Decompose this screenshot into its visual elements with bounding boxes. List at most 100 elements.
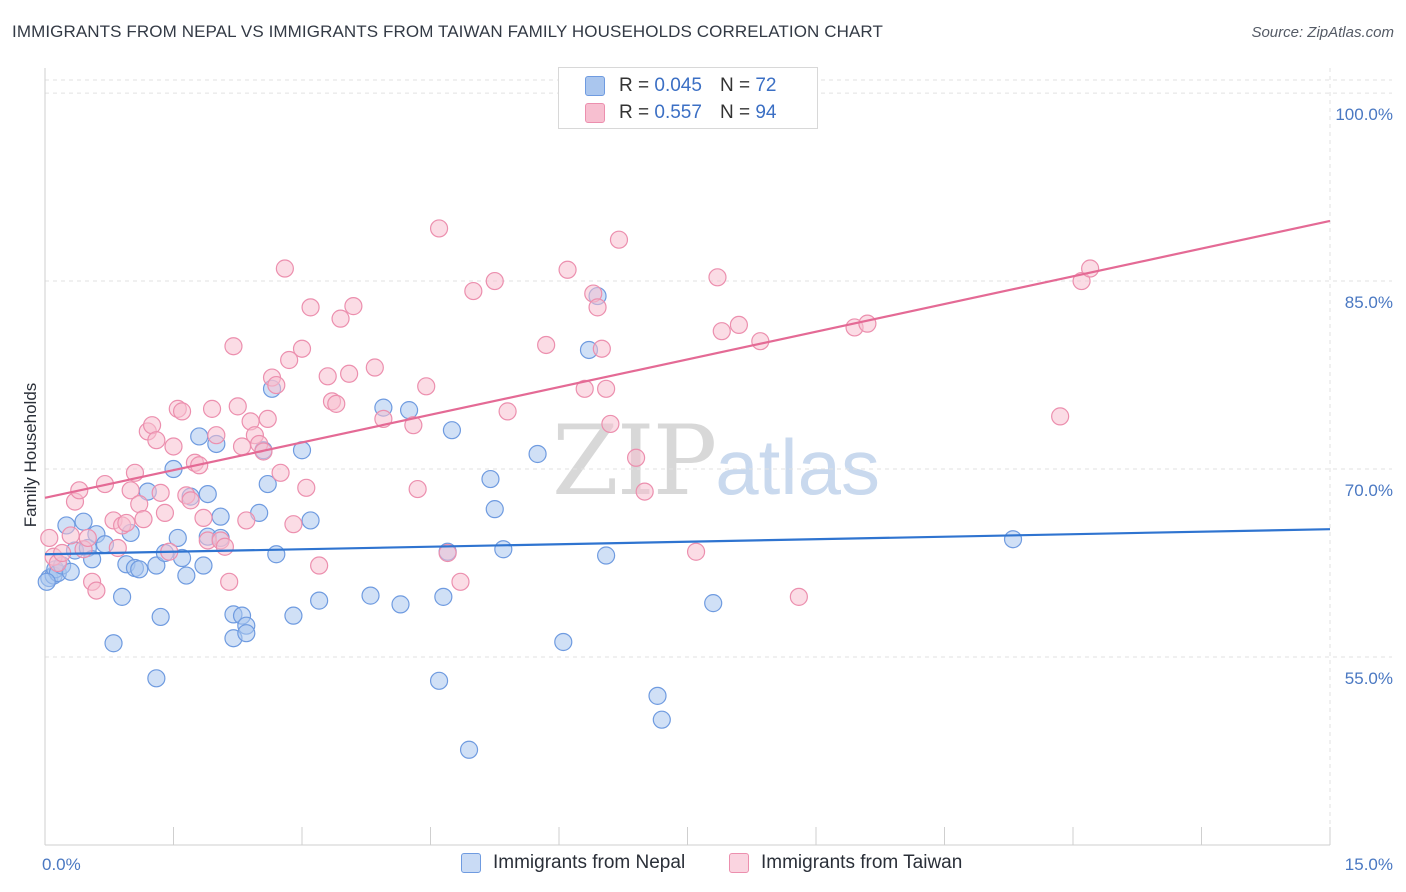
data-point-taiwan (40, 528, 59, 548)
data-point-taiwan (172, 402, 192, 421)
series-legend: Immigrants from Nepal Immigrants from Ta… (0, 852, 1406, 878)
data-point-taiwan (130, 495, 149, 514)
data-point-taiwan (712, 322, 731, 341)
data-point-nepal (494, 540, 513, 559)
trend-lines (44, 219, 1331, 556)
tick-labels: 55.0% 70.0% 85.0% 100.0% 0.0% 15.0% (42, 105, 1393, 874)
legend-swatch-taiwan (585, 103, 605, 123)
data-point-taiwan (464, 281, 483, 301)
series-taiwan-points (40, 219, 1100, 606)
data-point-taiwan (271, 463, 290, 482)
legend-swatch-nepal (461, 853, 481, 873)
data-point-nepal (301, 511, 320, 530)
data-point-taiwan (297, 478, 316, 497)
data-point-taiwan (155, 503, 175, 522)
data-point-taiwan (558, 260, 577, 279)
data-point-nepal (168, 528, 187, 548)
y-tick-label: 85.0% (1345, 293, 1393, 312)
data-point-taiwan (310, 556, 329, 575)
data-point-taiwan (588, 298, 607, 317)
data-point-nepal (194, 556, 213, 575)
x-tick-label: 0.0% (42, 855, 81, 874)
data-point-taiwan (365, 358, 384, 377)
axes (44, 68, 1331, 846)
legend-r-value-nepal: 0.045 (654, 75, 702, 96)
data-point-nepal (237, 624, 256, 643)
correlation-legend: R = 0.045 N = 72 R = 0.557 N = 94 (558, 67, 818, 129)
data-point-nepal (190, 427, 209, 446)
data-point-nepal (104, 634, 123, 653)
legend-row-taiwan: R = 0.557 N = 94 (585, 101, 776, 125)
legend-label-nepal: Immigrants from Nepal (493, 852, 686, 873)
data-point-nepal (147, 669, 166, 688)
x-tick-label: 15.0% (1345, 855, 1393, 874)
data-point-taiwan (258, 409, 277, 429)
data-point-taiwan (686, 542, 706, 561)
data-point-taiwan (275, 259, 294, 278)
grid-lines (45, 68, 1392, 845)
trend-line-taiwan (44, 219, 1331, 499)
data-point-nepal (1003, 530, 1023, 549)
data-point-taiwan (592, 339, 611, 358)
data-point-nepal (485, 500, 504, 519)
legend-r-label: R = (619, 102, 650, 123)
data-point-nepal (597, 546, 616, 565)
data-point-taiwan (635, 482, 654, 501)
data-point-nepal (211, 507, 230, 526)
data-point-taiwan (220, 572, 239, 591)
chart-title: IMMIGRANTS FROM NEPAL VS IMMIGRANTS FROM… (12, 22, 883, 41)
data-point-taiwan (78, 528, 97, 548)
data-point-nepal (267, 545, 286, 564)
data-point-taiwan (858, 314, 877, 333)
data-point-nepal (459, 740, 479, 759)
data-point-nepal (147, 556, 166, 575)
data-point-taiwan (327, 394, 346, 413)
legend-n-label: N = (719, 102, 751, 123)
data-point-taiwan (575, 379, 594, 398)
data-point-nepal (177, 566, 196, 585)
data-point-taiwan (1072, 271, 1091, 291)
legend-item-taiwan: Immigrants from Taiwan (729, 852, 962, 874)
data-point-nepal (258, 474, 277, 494)
data-point-nepal (429, 671, 449, 690)
data-point-taiwan (202, 399, 222, 418)
trend-line-nepal (44, 528, 1331, 556)
data-point-nepal (61, 562, 80, 581)
data-point-taiwan (284, 515, 303, 534)
data-point-taiwan (267, 375, 286, 395)
data-point-taiwan (601, 414, 620, 434)
watermark-atlas: atlas (715, 423, 880, 511)
data-point-taiwan (331, 309, 350, 328)
data-point-taiwan (344, 297, 363, 316)
y-axis-label: Family Households (21, 383, 40, 528)
data-point-taiwan (485, 271, 504, 291)
source-credit: Source: ZipAtlas.com (1251, 24, 1394, 41)
data-point-taiwan (147, 431, 166, 450)
data-point-taiwan (292, 339, 312, 358)
data-point-taiwan (121, 481, 140, 500)
data-point-taiwan (451, 572, 470, 591)
data-point-nepal (528, 444, 547, 464)
data-point-taiwan (537, 335, 556, 355)
data-point-nepal (399, 401, 419, 420)
data-point-taiwan (609, 230, 629, 249)
data-point-taiwan (1051, 407, 1070, 426)
y-tick-label: 70.0% (1345, 481, 1393, 500)
data-point-taiwan (280, 350, 299, 370)
legend-r-value-taiwan: 0.557 (654, 102, 702, 123)
data-point-nepal (652, 710, 671, 729)
data-point-nepal (704, 594, 723, 613)
data-point-taiwan (228, 397, 247, 416)
data-point-nepal (310, 591, 329, 610)
legend-row-nepal: R = 0.045 N = 72 (585, 74, 776, 98)
data-point-taiwan (318, 367, 337, 386)
legend-n-value-taiwan: 94 (755, 102, 777, 123)
legend-swatch-nepal (585, 76, 605, 96)
data-point-nepal (130, 560, 149, 579)
data-point-nepal (442, 421, 462, 440)
data-point-taiwan (215, 537, 234, 556)
data-point-taiwan (134, 510, 153, 529)
legend-n-value-nepal: 72 (755, 75, 777, 96)
data-point-nepal (112, 587, 132, 606)
